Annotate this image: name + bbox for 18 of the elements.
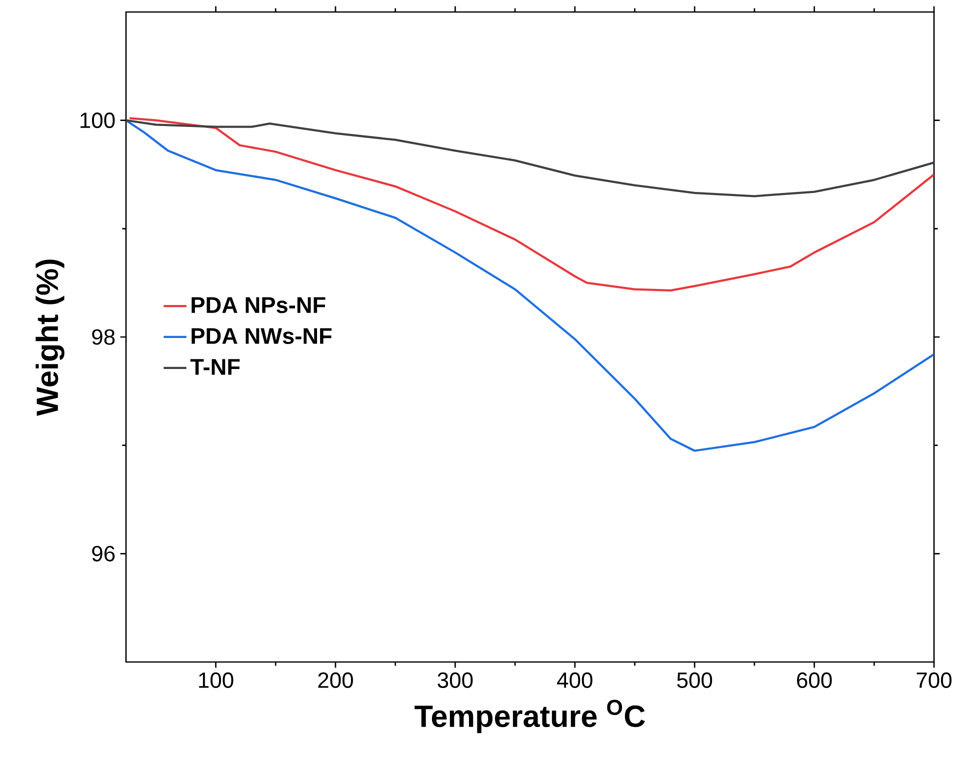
y-tick-label: 100 [80,112,115,128]
x-tick-label: 700 [916,672,952,688]
x-axis-title: Temperature $^{O}$C [414,700,645,734]
y-axis-title: Weight (%) [36,260,64,416]
x-tick-label: 300 [438,672,473,688]
line-series [126,119,934,452]
x-tick-label: 100 [199,672,234,688]
line-series [128,117,934,292]
y-tick-label: 96 [92,546,115,562]
x-tick-label: 600 [797,672,832,688]
legend-label: PDA NWs-NF [192,328,332,344]
line-series [126,119,934,198]
x-tick-label: 400 [557,672,592,688]
legend-label: T-NF [190,359,240,375]
x-tick-label: 200 [318,672,353,688]
x-tick-label: 500 [677,672,712,688]
legend-label: PDA NPs-NF [192,297,326,314]
y-tick-label: 98 [92,329,115,345]
